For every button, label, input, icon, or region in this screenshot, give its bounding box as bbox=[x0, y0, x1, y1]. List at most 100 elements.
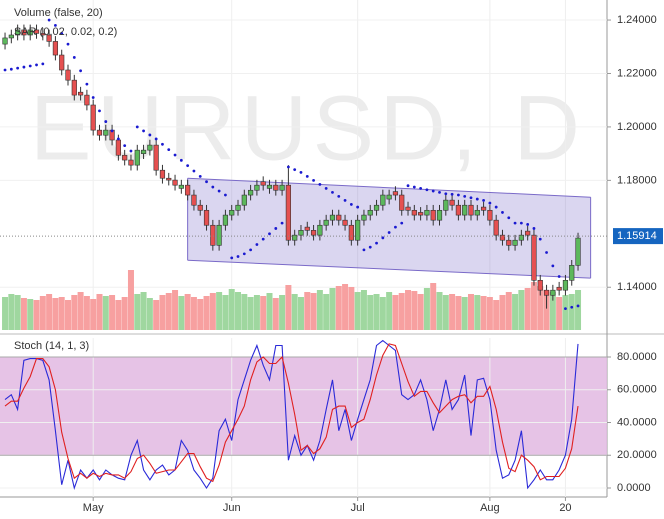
volume-bar bbox=[518, 290, 525, 330]
y-tick-label: 20.0000 bbox=[617, 449, 657, 461]
candle-body bbox=[260, 181, 266, 186]
candle-body bbox=[550, 289, 556, 296]
volume-bar bbox=[27, 299, 34, 330]
sar-dot bbox=[513, 221, 517, 225]
sar-dot bbox=[255, 243, 259, 246]
sar-dot bbox=[375, 241, 378, 245]
volume-bar bbox=[209, 293, 216, 330]
candle-body bbox=[512, 239, 518, 246]
volume-bar bbox=[455, 296, 462, 330]
candle-body bbox=[77, 91, 84, 96]
volume-bar bbox=[575, 290, 582, 330]
sar-dot bbox=[305, 174, 309, 178]
candle-body bbox=[153, 144, 159, 171]
candle-body bbox=[65, 69, 71, 81]
candle-body bbox=[556, 286, 562, 291]
volume-bar bbox=[537, 286, 544, 330]
sar-dot bbox=[230, 256, 234, 260]
y-tick-label: 1.18000 bbox=[617, 174, 657, 186]
sar-dot bbox=[72, 56, 76, 59]
volume-bar bbox=[467, 294, 474, 330]
volume-bar bbox=[90, 299, 97, 330]
candle-body bbox=[216, 224, 222, 246]
volume-bar bbox=[2, 297, 9, 330]
volume-bar bbox=[549, 292, 556, 330]
sar-dot bbox=[400, 221, 404, 225]
volume-bar bbox=[530, 282, 537, 330]
sar-dot bbox=[469, 196, 473, 200]
sar-dot bbox=[35, 63, 38, 67]
candle-body bbox=[525, 230, 531, 236]
sar-dot bbox=[236, 255, 240, 258]
sar-dot bbox=[28, 64, 32, 68]
sar-dot bbox=[242, 252, 246, 256]
sar-dot bbox=[224, 193, 227, 197]
sar-dot bbox=[148, 133, 152, 137]
x-tick-label: 20 bbox=[559, 502, 571, 514]
sar-dot bbox=[154, 137, 158, 141]
sar-dot bbox=[54, 23, 57, 27]
volume-bar bbox=[8, 294, 15, 330]
sar-dot bbox=[494, 205, 498, 209]
volume-bar bbox=[386, 292, 393, 330]
volume-bar bbox=[153, 300, 160, 330]
volume-bar bbox=[102, 296, 109, 330]
sar-dot bbox=[318, 182, 322, 186]
sar-dot bbox=[179, 158, 183, 162]
volume-bar bbox=[556, 297, 563, 330]
volume-bar bbox=[430, 283, 437, 330]
volume-bar bbox=[20, 298, 27, 330]
volume-bar bbox=[165, 293, 172, 330]
sar-dot bbox=[450, 192, 454, 196]
candle-body bbox=[147, 144, 153, 151]
sar-dot bbox=[192, 169, 196, 173]
candle-body bbox=[96, 129, 103, 136]
volume-bar bbox=[58, 297, 65, 330]
volume-bar bbox=[134, 294, 141, 330]
candle-body bbox=[71, 79, 77, 96]
volume-bar bbox=[216, 292, 223, 330]
candle-body bbox=[342, 219, 348, 226]
candle-body bbox=[191, 194, 197, 206]
y-tick-label: 1.22000 bbox=[617, 67, 657, 79]
sar-dot bbox=[412, 185, 416, 189]
candle-body bbox=[222, 214, 229, 226]
candle-body bbox=[418, 212, 424, 216]
sar-dot bbox=[532, 227, 536, 230]
sar-dot bbox=[349, 203, 353, 206]
candle-body bbox=[229, 209, 235, 216]
candle-body bbox=[140, 149, 147, 154]
sar-dot bbox=[507, 216, 511, 220]
volume-bar bbox=[354, 292, 361, 330]
sar-label: SAR (0.02, 0.02, 0.2) bbox=[14, 26, 117, 38]
volume-bar bbox=[297, 297, 304, 330]
candle-body bbox=[178, 184, 184, 189]
volume-bar bbox=[379, 297, 386, 330]
volume-bar bbox=[562, 295, 569, 330]
sar-dot bbox=[331, 190, 334, 194]
volume-bar bbox=[449, 294, 456, 330]
candle-body bbox=[2, 37, 8, 45]
sar-dot bbox=[47, 18, 51, 22]
channel-lower bbox=[187, 259, 591, 279]
sar-dot bbox=[104, 120, 108, 123]
candle-body bbox=[411, 209, 417, 216]
sar-dot bbox=[551, 264, 555, 268]
volume-bar bbox=[499, 295, 506, 330]
sar-dot bbox=[79, 69, 82, 73]
volume-bar bbox=[342, 284, 349, 330]
volume-bar bbox=[405, 290, 412, 330]
candle-body bbox=[134, 149, 140, 166]
volume-bar bbox=[253, 295, 260, 330]
y-tick-label: 60.0000 bbox=[617, 384, 657, 396]
sar-dot bbox=[110, 129, 114, 133]
candle-body bbox=[40, 33, 46, 36]
sar-dot bbox=[343, 199, 347, 202]
sar-dot bbox=[475, 197, 479, 201]
sar-dot bbox=[406, 184, 410, 188]
candle-body bbox=[8, 34, 14, 39]
volume-bar bbox=[524, 288, 531, 330]
sar-dot bbox=[368, 245, 372, 249]
volume-bar bbox=[568, 294, 575, 330]
sar-dot bbox=[116, 137, 120, 141]
